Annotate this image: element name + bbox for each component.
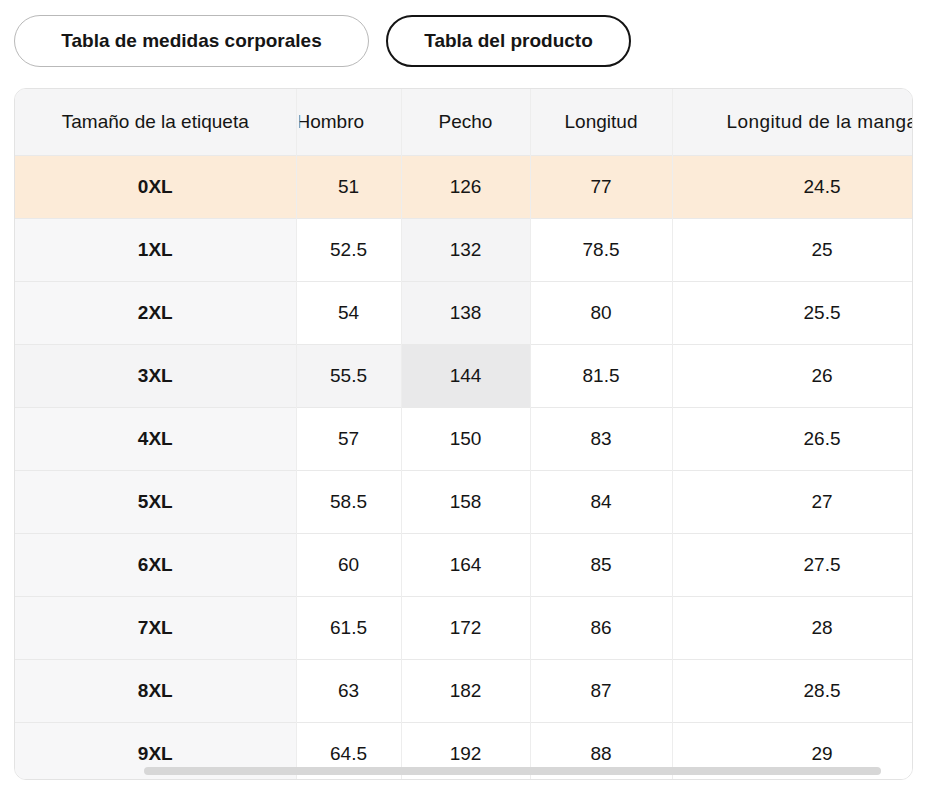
measurement-cell[interactable]: 55.5 xyxy=(296,345,401,408)
measurement-cell[interactable]: 26.5 xyxy=(672,408,913,471)
measurement-cell[interactable]: 57 xyxy=(296,408,401,471)
measurement-cell[interactable]: 172 xyxy=(401,597,530,660)
table-row: 7XL61.51728628 xyxy=(15,597,913,660)
size-label-cell[interactable]: 3XL xyxy=(15,345,296,408)
tab-product-table[interactable]: Tabla del producto xyxy=(386,15,631,67)
size-chart-page: Tabla de medidas corporales Tabla del pr… xyxy=(0,0,942,780)
header-shoulder-text: Hombro xyxy=(297,111,401,133)
measurement-cell[interactable]: 24.5 xyxy=(672,156,913,219)
table-row: 3XL55.514481.526 xyxy=(15,345,913,408)
measurement-cell[interactable]: 52.5 xyxy=(296,219,401,282)
measurement-cell[interactable]: 61.5 xyxy=(296,597,401,660)
header-sleeve-length: Longitud de la manga xyxy=(672,89,913,156)
table-row: 6XL601648527.5 xyxy=(15,534,913,597)
measurement-cell[interactable]: 158 xyxy=(401,471,530,534)
measurement-cell[interactable]: 87 xyxy=(530,660,672,723)
size-label-cell[interactable]: 8XL xyxy=(15,660,296,723)
size-label-cell[interactable]: 6XL xyxy=(15,534,296,597)
measurement-cell[interactable]: 58.5 xyxy=(296,471,401,534)
size-chart-tabs: Tabla de medidas corporales Tabla del pr… xyxy=(14,15,928,67)
measurement-cell[interactable]: 138 xyxy=(401,282,530,345)
size-label-cell[interactable]: 5XL xyxy=(15,471,296,534)
measurement-cell[interactable]: 77 xyxy=(530,156,672,219)
measurement-cell[interactable]: 25 xyxy=(672,219,913,282)
measurement-cell[interactable]: 86 xyxy=(530,597,672,660)
size-label-cell[interactable]: 2XL xyxy=(15,282,296,345)
header-length-text: Longitud xyxy=(565,111,638,132)
measurement-cell[interactable]: 144 xyxy=(401,345,530,408)
measurement-cell[interactable]: 60 xyxy=(296,534,401,597)
table-header-row: Tamaño de la etiqueta Hombro Pecho Longi… xyxy=(15,89,913,156)
measurement-cell[interactable]: 83 xyxy=(530,408,672,471)
measurement-cell[interactable]: 25.5 xyxy=(672,282,913,345)
header-size-label: Tamaño de la etiqueta xyxy=(15,89,296,156)
measurement-cell[interactable]: 51 xyxy=(296,156,401,219)
header-shoulder: Hombro xyxy=(296,89,401,156)
header-chest-text: Pecho xyxy=(439,111,493,132)
measurement-cell[interactable]: 63 xyxy=(296,660,401,723)
measurement-cell[interactable]: 126 xyxy=(401,156,530,219)
size-label-cell[interactable]: 0XL xyxy=(15,156,296,219)
measurement-cell[interactable]: 28.5 xyxy=(672,660,913,723)
table-body: 0XL511267724.51XL52.513278.5252XL5413880… xyxy=(15,156,913,781)
size-label-cell[interactable]: 4XL xyxy=(15,408,296,471)
measurement-cell[interactable]: 132 xyxy=(401,219,530,282)
measurement-cell[interactable]: 54 xyxy=(296,282,401,345)
measurement-cell[interactable]: 150 xyxy=(401,408,530,471)
header-chest: Pecho xyxy=(401,89,530,156)
table-row: 8XL631828728.5 xyxy=(15,660,913,723)
tab-body-measurements[interactable]: Tabla de medidas corporales xyxy=(14,15,369,67)
size-label-cell[interactable]: 7XL xyxy=(15,597,296,660)
horizontal-scrollbar[interactable] xyxy=(15,767,912,775)
header-sleeve-length-text: Longitud de la manga xyxy=(727,111,913,132)
header-size-label-text: Tamaño de la etiqueta xyxy=(62,111,249,132)
measurement-cell[interactable]: 85 xyxy=(530,534,672,597)
measurement-cell[interactable]: 28 xyxy=(672,597,913,660)
size-label-cell[interactable]: 1XL xyxy=(15,219,296,282)
table-row: 5XL58.51588427 xyxy=(15,471,913,534)
measurement-cell[interactable]: 80 xyxy=(530,282,672,345)
table-row: 2XL541388025.5 xyxy=(15,282,913,345)
measurement-cell[interactable]: 26 xyxy=(672,345,913,408)
measurement-cell[interactable]: 27.5 xyxy=(672,534,913,597)
table-row: 0XL511267724.5 xyxy=(15,156,913,219)
measurement-cell[interactable]: 182 xyxy=(401,660,530,723)
table-row: 4XL571508326.5 xyxy=(15,408,913,471)
scrollbar-thumb[interactable] xyxy=(144,767,881,775)
header-length: Longitud xyxy=(530,89,672,156)
size-table: Tamaño de la etiqueta Hombro Pecho Longi… xyxy=(15,89,913,780)
size-table-card: Tamaño de la etiqueta Hombro Pecho Longi… xyxy=(14,88,913,780)
measurement-cell[interactable]: 84 xyxy=(530,471,672,534)
measurement-cell[interactable]: 81.5 xyxy=(530,345,672,408)
measurement-cell[interactable]: 27 xyxy=(672,471,913,534)
measurement-cell[interactable]: 78.5 xyxy=(530,219,672,282)
measurement-cell[interactable]: 164 xyxy=(401,534,530,597)
table-row: 1XL52.513278.525 xyxy=(15,219,913,282)
